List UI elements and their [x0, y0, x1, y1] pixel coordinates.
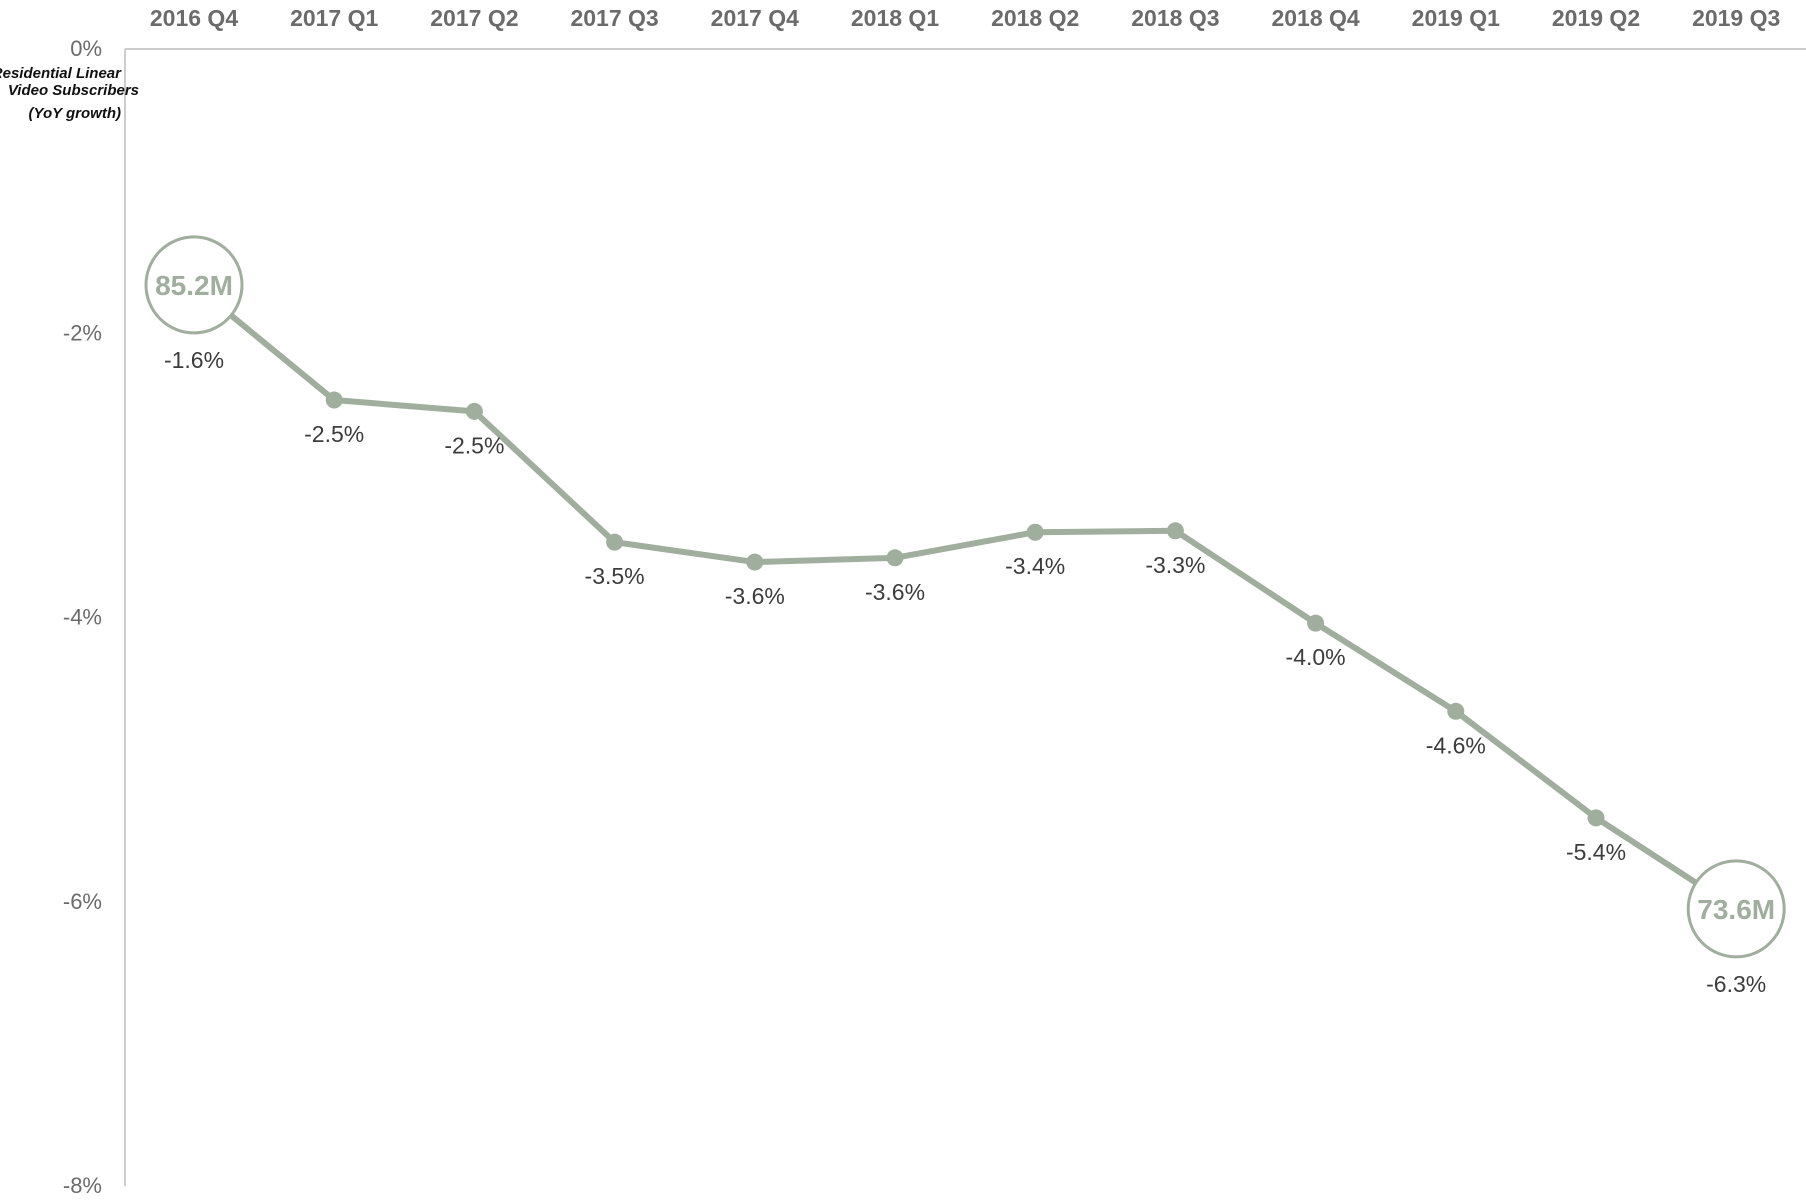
- y-axis-label-line-3: (YoY growth): [29, 105, 122, 122]
- callout-label: 73.6M: [1697, 894, 1775, 925]
- data-label: -3.4%: [1005, 553, 1065, 579]
- x-tick-label: 2019 Q3: [1692, 5, 1780, 31]
- data-point: [1447, 702, 1465, 720]
- x-tick-labels: 2016 Q4 2017 Q1 2017 Q2 2017 Q3 2017 Q4 2018 …: [150, 5, 1780, 31]
- data-label: -5.4%: [1566, 839, 1626, 865]
- data-point: [1587, 809, 1605, 827]
- series-line: [191, 281, 1740, 912]
- x-tick-label: 2019 Q1: [1412, 5, 1500, 31]
- x-tick-label: 2017 Q3: [570, 5, 658, 31]
- data-label: -3.5%: [585, 563, 645, 589]
- data-label: -3.6%: [725, 583, 785, 609]
- data-point: [465, 402, 483, 420]
- data-point: [886, 549, 904, 567]
- data-point: [606, 533, 624, 551]
- data-label: -3.6%: [865, 579, 925, 605]
- y-tick-label: 0%: [70, 36, 102, 61]
- axes: [124, 48, 1806, 1186]
- callout-label: 85.2M: [155, 270, 233, 301]
- data-label: -3.3%: [1145, 552, 1205, 578]
- data-label: -2.5%: [304, 421, 364, 447]
- callouts: 85.2M 73.6M: [144, 235, 1786, 959]
- x-tick-label: 2017 Q2: [430, 5, 518, 31]
- data-point: [746, 553, 764, 571]
- data-label: -4.0%: [1286, 644, 1346, 670]
- data-label: -2.5%: [444, 432, 504, 458]
- data-point: [1166, 522, 1184, 540]
- x-tick-label: 2018 Q3: [1131, 5, 1219, 31]
- x-tick-label: 2016 Q4: [150, 5, 238, 31]
- data-point: [1307, 614, 1325, 632]
- data-label: -4.6%: [1426, 732, 1486, 758]
- x-tick-label: 2017 Q4: [711, 5, 799, 31]
- x-tick-label: 2017 Q1: [290, 5, 378, 31]
- data-point: [1026, 523, 1044, 541]
- y-tick-labels: 0% -2% -4% -6% -8%: [63, 36, 102, 1198]
- callout-bubble: [144, 235, 244, 335]
- y-tick-label: -6%: [63, 889, 102, 914]
- x-tick-label: 2018 Q2: [991, 5, 1079, 31]
- y-axis-label-line-2: Video Subscribers: [8, 82, 139, 99]
- data-label: -6.3%: [1706, 971, 1766, 997]
- y-tick-label: -8%: [63, 1173, 102, 1198]
- data-label: -1.6%: [164, 347, 224, 373]
- x-tick-label: 2018 Q4: [1271, 5, 1359, 31]
- callout-bubble: [1686, 859, 1786, 959]
- x-tick-label: 2019 Q2: [1552, 5, 1640, 31]
- y-tick-label: -2%: [63, 320, 102, 345]
- data-labels: -1.6% -2.5% -2.5% -3.5% -3.6% -3.6% -3.4% -3.3%…: [164, 347, 1766, 997]
- y-tick-label: -4%: [63, 605, 102, 630]
- x-tick-label: 2018 Q1: [851, 5, 939, 31]
- data-point: [325, 391, 343, 409]
- data-points: [325, 391, 1605, 827]
- y-axis-label-line-1: Residential Linear: [0, 65, 122, 82]
